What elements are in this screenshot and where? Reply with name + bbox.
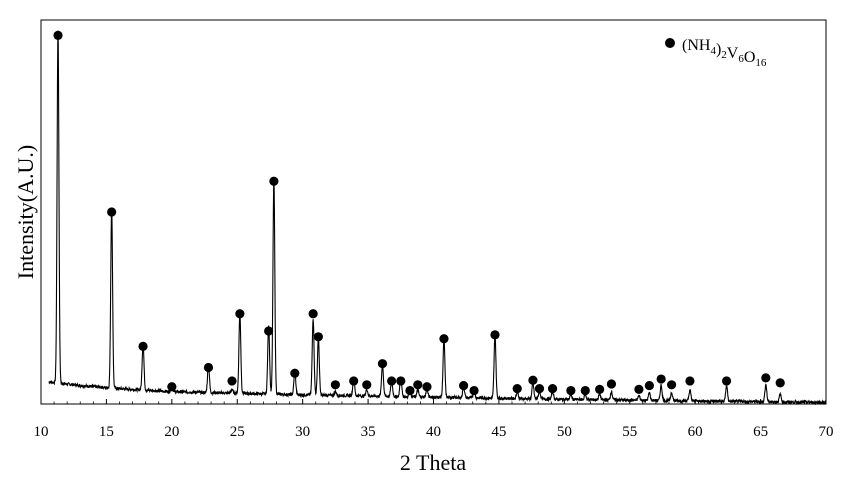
peak-marker <box>534 384 545 394</box>
peak-marker <box>490 330 500 340</box>
peak-marker <box>566 385 576 396</box>
legend-text-part: (NH <box>682 37 711 54</box>
peak-marker <box>264 326 274 336</box>
x-tick-label: 35 <box>361 424 376 440</box>
peak-marker <box>138 341 148 351</box>
peak-marker <box>547 384 558 394</box>
peak-marker <box>439 334 449 344</box>
x-tick-label: 15 <box>99 424 114 440</box>
peak-marker <box>606 379 617 389</box>
x-tick-label: 60 <box>688 424 703 440</box>
legend-marker <box>665 38 675 48</box>
peak-marker <box>422 382 432 392</box>
peak-marker <box>330 380 340 390</box>
x-axis-ticks <box>40 399 827 404</box>
x-tick-label: 25 <box>230 424 245 440</box>
peak-marker <box>313 332 323 342</box>
peak-marker <box>685 376 695 386</box>
xrd-pattern-line <box>48 30 827 406</box>
x-tick-label: 20 <box>164 424 179 440</box>
peak-marker <box>349 376 359 386</box>
legend-text-part: V <box>727 45 739 62</box>
peak-marker <box>721 376 732 386</box>
peak-marker <box>235 309 245 319</box>
y-axis-title: Intensity(A.U.) <box>13 145 38 279</box>
x-tick-label: 10 <box>34 424 49 440</box>
peak-marker <box>528 375 538 385</box>
legend-subscript: 16 <box>755 57 767 69</box>
peak-marker <box>644 380 654 391</box>
peak-marker <box>167 382 177 392</box>
x-tick-label: 50 <box>557 424 572 440</box>
peak-marker <box>761 373 771 383</box>
x-tick-label: 30 <box>295 424 310 440</box>
peak-marker <box>53 30 63 40</box>
peak-marker <box>387 376 397 386</box>
legend-subscript: 4 <box>710 45 716 57</box>
peak-marker <box>595 384 605 395</box>
peak-marker <box>362 380 372 390</box>
x-tick-label: 40 <box>426 424 441 440</box>
peak-marker <box>458 380 469 391</box>
legend-subscript: 2 <box>721 49 727 61</box>
peak-marker <box>107 207 117 217</box>
x-tick-label: 45 <box>491 424 506 440</box>
peak-marker <box>469 385 479 396</box>
peak-marker <box>227 376 237 386</box>
peak-marker <box>269 176 279 186</box>
legend-text-part: O <box>744 49 756 66</box>
peak-marker <box>308 309 318 319</box>
peak-marker <box>203 362 214 373</box>
peak-marker <box>290 368 300 378</box>
x-axis-tick-labels: 10 15 20 25 30 35 40 45 50 55 60 65 70 <box>34 424 834 440</box>
peak-marker <box>775 378 785 388</box>
peak-marker <box>377 359 388 369</box>
peak-marker <box>512 384 522 394</box>
x-tick-label: 70 <box>819 424 834 440</box>
legend-text-part: ) <box>716 41 721 58</box>
peak-marker <box>656 374 666 384</box>
peak-marker <box>634 384 644 395</box>
peak-markers <box>53 30 785 396</box>
x-tick-label: 65 <box>753 424 768 440</box>
peak-marker <box>405 385 415 396</box>
peak-marker <box>580 385 590 396</box>
legend-subscript: 6 <box>738 53 744 65</box>
x-axis-title: 2 Theta <box>400 450 466 475</box>
legend: (NH4)2V6O16 <box>665 37 767 69</box>
legend-label: (NH4)2V6O16 <box>682 37 767 69</box>
x-tick-label: 55 <box>622 424 637 440</box>
peak-marker <box>667 380 677 390</box>
plot-frame <box>40 19 827 405</box>
peak-marker <box>396 376 406 386</box>
peak-marker <box>413 380 423 390</box>
